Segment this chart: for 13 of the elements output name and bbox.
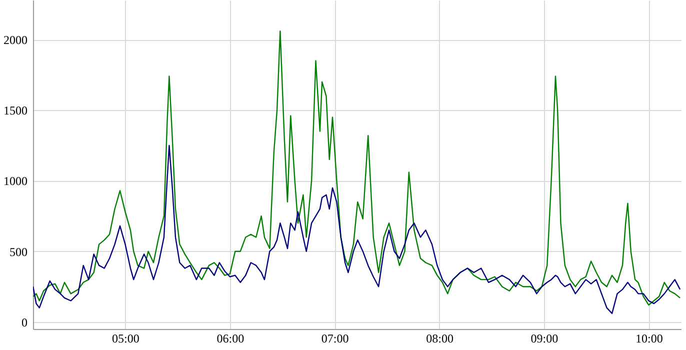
- x-tick-label: 05:00: [112, 332, 140, 346]
- y-tick-label: 2000: [4, 33, 28, 48]
- line-series: [33, 144, 681, 314]
- x-tick-label: 07:00: [321, 332, 349, 346]
- y-tick-label: 500: [10, 244, 28, 259]
- x-tick-label: 06:00: [216, 332, 244, 346]
- y-tick-label: 1500: [4, 104, 28, 118]
- y-tick-label: 0: [22, 315, 28, 330]
- y-tick-label: 1000: [4, 174, 28, 188]
- x-tick-label: 10:00: [635, 332, 663, 346]
- x-tick-label: 09:00: [530, 332, 558, 346]
- x-tick-label: 08:00: [426, 332, 454, 346]
- line-series: [33, 30, 681, 306]
